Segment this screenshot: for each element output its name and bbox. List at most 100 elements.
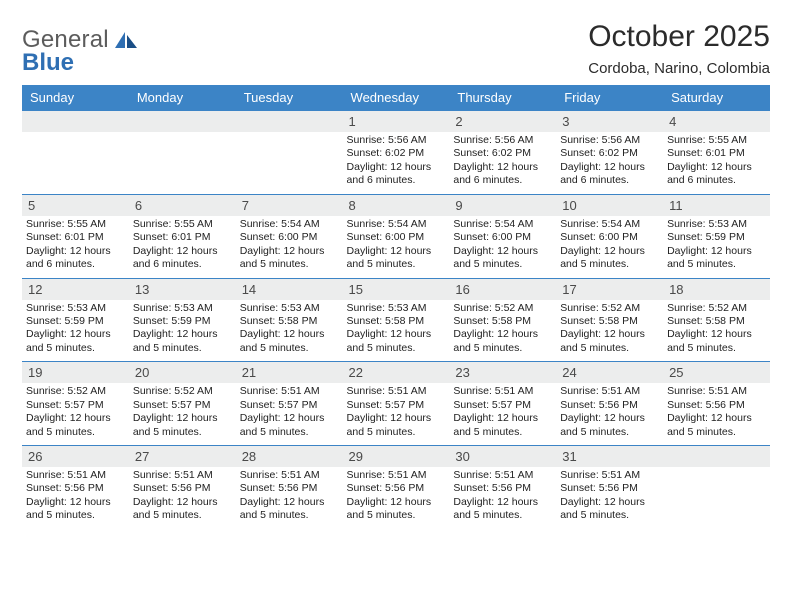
empty-body [663, 467, 770, 525]
calendar-cell: 28Sunrise: 5:51 AMSunset: 5:56 PMDayligh… [236, 446, 343, 529]
day-number: 25 [663, 362, 770, 383]
calendar-cell: 9Sunrise: 5:54 AMSunset: 6:00 PMDaylight… [449, 194, 556, 278]
day-details: Sunrise: 5:51 AMSunset: 5:56 PMDaylight:… [556, 467, 663, 529]
day-details: Sunrise: 5:53 AMSunset: 5:58 PMDaylight:… [236, 300, 343, 362]
day-number: 10 [556, 195, 663, 216]
day-details: Sunrise: 5:51 AMSunset: 5:56 PMDaylight:… [343, 467, 450, 529]
calendar-cell: 24Sunrise: 5:51 AMSunset: 5:56 PMDayligh… [556, 362, 663, 446]
day-details: Sunrise: 5:52 AMSunset: 5:58 PMDaylight:… [556, 300, 663, 362]
calendar-cell: 19Sunrise: 5:52 AMSunset: 5:57 PMDayligh… [22, 362, 129, 446]
calendar-cell: 4Sunrise: 5:55 AMSunset: 6:01 PMDaylight… [663, 111, 770, 195]
calendar-page: General October 2025 Cordoba, Narino, Co… [0, 0, 792, 612]
calendar-cell [663, 446, 770, 529]
calendar-cell: 17Sunrise: 5:52 AMSunset: 5:58 PMDayligh… [556, 278, 663, 362]
calendar-cell: 25Sunrise: 5:51 AMSunset: 5:56 PMDayligh… [663, 362, 770, 446]
day-details: Sunrise: 5:51 AMSunset: 5:57 PMDaylight:… [236, 383, 343, 445]
day-number: 24 [556, 362, 663, 383]
calendar-cell: 3Sunrise: 5:56 AMSunset: 6:02 PMDaylight… [556, 111, 663, 195]
weekday-header: Saturday [663, 85, 770, 111]
calendar-cell: 29Sunrise: 5:51 AMSunset: 5:56 PMDayligh… [343, 446, 450, 529]
weekday-header: Monday [129, 85, 236, 111]
day-number: 28 [236, 446, 343, 467]
day-number: 23 [449, 362, 556, 383]
day-number: 1 [343, 111, 450, 132]
day-number: 18 [663, 279, 770, 300]
calendar-cell [236, 111, 343, 195]
weekday-header: Thursday [449, 85, 556, 111]
day-details: Sunrise: 5:51 AMSunset: 5:57 PMDaylight:… [449, 383, 556, 445]
calendar-cell: 12Sunrise: 5:53 AMSunset: 5:59 PMDayligh… [22, 278, 129, 362]
day-details: Sunrise: 5:51 AMSunset: 5:56 PMDaylight:… [556, 383, 663, 445]
day-number: 4 [663, 111, 770, 132]
calendar-cell: 30Sunrise: 5:51 AMSunset: 5:56 PMDayligh… [449, 446, 556, 529]
empty-body [129, 132, 236, 190]
day-details: Sunrise: 5:52 AMSunset: 5:58 PMDaylight:… [449, 300, 556, 362]
calendar-cell: 1Sunrise: 5:56 AMSunset: 6:02 PMDaylight… [343, 111, 450, 195]
calendar-cell: 18Sunrise: 5:52 AMSunset: 5:58 PMDayligh… [663, 278, 770, 362]
calendar-cell: 2Sunrise: 5:56 AMSunset: 6:02 PMDaylight… [449, 111, 556, 195]
weekday-header: Tuesday [236, 85, 343, 111]
day-number: 13 [129, 279, 236, 300]
day-details: Sunrise: 5:52 AMSunset: 5:57 PMDaylight:… [22, 383, 129, 445]
day-details: Sunrise: 5:56 AMSunset: 6:02 PMDaylight:… [343, 132, 450, 194]
day-number: 14 [236, 279, 343, 300]
day-details: Sunrise: 5:51 AMSunset: 5:56 PMDaylight:… [449, 467, 556, 529]
weekday-header: Wednesday [343, 85, 450, 111]
empty-body [236, 132, 343, 190]
day-details: Sunrise: 5:51 AMSunset: 5:56 PMDaylight:… [236, 467, 343, 529]
day-number: 26 [22, 446, 129, 467]
day-details: Sunrise: 5:54 AMSunset: 6:00 PMDaylight:… [449, 216, 556, 278]
calendar-cell: 16Sunrise: 5:52 AMSunset: 5:58 PMDayligh… [449, 278, 556, 362]
day-number: 20 [129, 362, 236, 383]
day-details: Sunrise: 5:55 AMSunset: 6:01 PMDaylight:… [663, 132, 770, 194]
day-number: 3 [556, 111, 663, 132]
day-details: Sunrise: 5:52 AMSunset: 5:58 PMDaylight:… [663, 300, 770, 362]
day-number: 22 [343, 362, 450, 383]
day-details: Sunrise: 5:55 AMSunset: 6:01 PMDaylight:… [22, 216, 129, 278]
day-number: 17 [556, 279, 663, 300]
calendar-body: 1Sunrise: 5:56 AMSunset: 6:02 PMDaylight… [22, 111, 770, 529]
title-block: October 2025 Cordoba, Narino, Colombia [588, 20, 770, 77]
day-details: Sunrise: 5:56 AMSunset: 6:02 PMDaylight:… [556, 132, 663, 194]
empty-daynum [129, 111, 236, 132]
calendar-cell: 5Sunrise: 5:55 AMSunset: 6:01 PMDaylight… [22, 194, 129, 278]
day-number: 29 [343, 446, 450, 467]
weekday-header: Friday [556, 85, 663, 111]
calendar-cell: 20Sunrise: 5:52 AMSunset: 5:57 PMDayligh… [129, 362, 236, 446]
calendar-cell: 15Sunrise: 5:53 AMSunset: 5:58 PMDayligh… [343, 278, 450, 362]
calendar-cell: 23Sunrise: 5:51 AMSunset: 5:57 PMDayligh… [449, 362, 556, 446]
calendar-cell: 14Sunrise: 5:53 AMSunset: 5:58 PMDayligh… [236, 278, 343, 362]
calendar-cell: 27Sunrise: 5:51 AMSunset: 5:56 PMDayligh… [129, 446, 236, 529]
day-number: 6 [129, 195, 236, 216]
calendar-cell: 13Sunrise: 5:53 AMSunset: 5:59 PMDayligh… [129, 278, 236, 362]
day-number: 12 [22, 279, 129, 300]
calendar-cell: 7Sunrise: 5:54 AMSunset: 6:00 PMDaylight… [236, 194, 343, 278]
day-details: Sunrise: 5:54 AMSunset: 6:00 PMDaylight:… [556, 216, 663, 278]
day-details: Sunrise: 5:53 AMSunset: 5:59 PMDaylight:… [663, 216, 770, 278]
day-number: 9 [449, 195, 556, 216]
empty-body [22, 132, 129, 190]
calendar-cell: 8Sunrise: 5:54 AMSunset: 6:00 PMDaylight… [343, 194, 450, 278]
page-header: General October 2025 Cordoba, Narino, Co… [22, 20, 770, 77]
sail-icon [113, 30, 139, 50]
day-details: Sunrise: 5:51 AMSunset: 5:56 PMDaylight:… [129, 467, 236, 529]
calendar-cell: 10Sunrise: 5:54 AMSunset: 6:00 PMDayligh… [556, 194, 663, 278]
day-details: Sunrise: 5:51 AMSunset: 5:57 PMDaylight:… [343, 383, 450, 445]
empty-daynum [663, 446, 770, 467]
day-number: 27 [129, 446, 236, 467]
day-details: Sunrise: 5:53 AMSunset: 5:58 PMDaylight:… [343, 300, 450, 362]
day-details: Sunrise: 5:52 AMSunset: 5:57 PMDaylight:… [129, 383, 236, 445]
calendar-cell: 31Sunrise: 5:51 AMSunset: 5:56 PMDayligh… [556, 446, 663, 529]
day-number: 16 [449, 279, 556, 300]
day-number: 5 [22, 195, 129, 216]
calendar-cell: 11Sunrise: 5:53 AMSunset: 5:59 PMDayligh… [663, 194, 770, 278]
calendar-cell: 22Sunrise: 5:51 AMSunset: 5:57 PMDayligh… [343, 362, 450, 446]
calendar-cell: 6Sunrise: 5:55 AMSunset: 6:01 PMDaylight… [129, 194, 236, 278]
day-number: 31 [556, 446, 663, 467]
calendar-cell: 21Sunrise: 5:51 AMSunset: 5:57 PMDayligh… [236, 362, 343, 446]
day-details: Sunrise: 5:53 AMSunset: 5:59 PMDaylight:… [22, 300, 129, 362]
day-details: Sunrise: 5:51 AMSunset: 5:56 PMDaylight:… [663, 383, 770, 445]
calendar-cell: 26Sunrise: 5:51 AMSunset: 5:56 PMDayligh… [22, 446, 129, 529]
page-title: October 2025 [588, 20, 770, 54]
calendar-cell [22, 111, 129, 195]
